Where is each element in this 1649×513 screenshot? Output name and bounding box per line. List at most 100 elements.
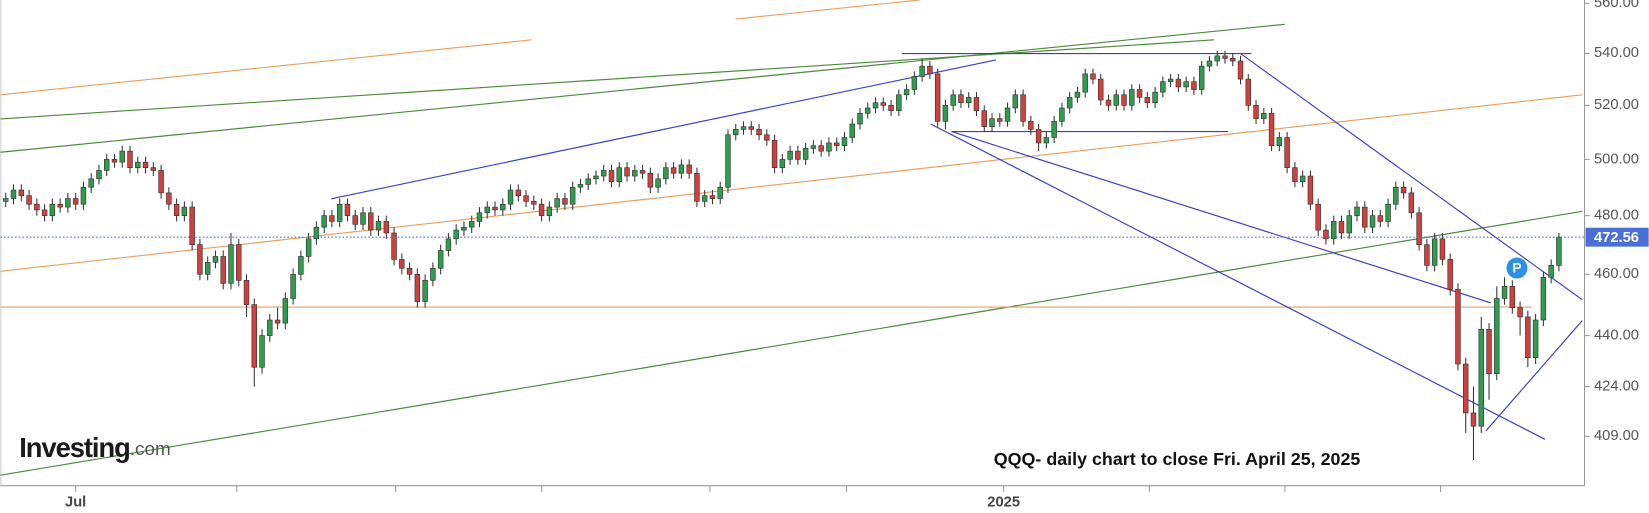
candle-body xyxy=(523,195,529,202)
candle-body xyxy=(1509,286,1516,308)
y-tick-label: 540.00 xyxy=(1594,45,1639,61)
candle-body xyxy=(1105,99,1112,106)
candle-body xyxy=(422,279,428,302)
trend-line xyxy=(930,123,1546,440)
candle-body xyxy=(1292,167,1298,182)
candle-body xyxy=(1191,81,1197,90)
trend-lines xyxy=(0,0,1583,476)
candle-body xyxy=(414,273,421,302)
candle-body xyxy=(717,186,723,199)
candle-body xyxy=(1338,221,1345,234)
candle-body xyxy=(748,126,755,130)
candle-body xyxy=(104,159,110,171)
candle-body xyxy=(857,112,863,125)
candle-body xyxy=(88,178,94,188)
y-tick-label: 424.00 xyxy=(1594,379,1639,395)
candle-body xyxy=(142,161,149,168)
candle-body xyxy=(72,198,79,205)
candle-body xyxy=(538,203,545,216)
candle-body xyxy=(577,184,584,188)
candle-body xyxy=(437,250,444,269)
trend-line xyxy=(0,94,1583,272)
candle-body xyxy=(1362,206,1368,228)
candle-body xyxy=(849,123,855,138)
candle-body xyxy=(1315,203,1321,231)
candle-body xyxy=(127,150,133,168)
candle-body xyxy=(1113,94,1119,106)
candle-body xyxy=(453,229,459,240)
candle-body xyxy=(1004,107,1011,122)
candle-body xyxy=(911,76,918,90)
candle-body xyxy=(818,145,824,152)
x-tick-label: 2025 xyxy=(987,494,1020,510)
y-tick-label: 560.00 xyxy=(1594,0,1639,11)
candle-body xyxy=(1152,91,1158,104)
candle-body xyxy=(1299,175,1306,182)
candle-body xyxy=(1175,78,1182,88)
candle-body xyxy=(1253,105,1259,119)
candle-body xyxy=(1532,319,1539,358)
candle-body xyxy=(158,170,164,194)
candle-body xyxy=(1284,137,1290,168)
candle-body xyxy=(554,198,560,208)
candle-body xyxy=(1330,221,1337,240)
candle-body xyxy=(1020,94,1026,122)
candle-body xyxy=(243,279,250,305)
candle-body xyxy=(1307,175,1314,205)
candle-body xyxy=(515,189,522,197)
candle-body xyxy=(1276,137,1283,146)
candle-body xyxy=(663,167,669,180)
candle-body xyxy=(841,137,848,146)
candle-body xyxy=(344,203,351,216)
candle-body xyxy=(1517,307,1523,318)
candle-body xyxy=(166,192,172,205)
candle-body xyxy=(1028,121,1034,130)
candle-body xyxy=(1222,55,1228,59)
candle-body xyxy=(41,209,48,216)
marker-label: P xyxy=(1512,261,1521,276)
marker xyxy=(1506,257,1528,279)
candle-body xyxy=(546,206,553,216)
candle-body xyxy=(1268,112,1275,146)
candle-body xyxy=(973,97,980,111)
trend-line xyxy=(735,0,920,20)
candle-body xyxy=(1494,298,1500,375)
candle-body xyxy=(1439,238,1446,260)
candle-body xyxy=(896,94,902,111)
candle-body xyxy=(500,203,506,211)
candle-body xyxy=(1501,286,1508,299)
candle-body xyxy=(771,139,778,168)
candle-body xyxy=(1082,73,1088,93)
candle-body xyxy=(1431,238,1438,266)
candle-body xyxy=(251,304,257,368)
candle-body xyxy=(601,170,607,177)
candle-body xyxy=(1556,236,1562,266)
candle-body xyxy=(10,189,17,199)
candle-body xyxy=(826,142,832,152)
candle-body xyxy=(1160,81,1166,93)
candle-body xyxy=(965,97,972,104)
month-ticks xyxy=(236,485,1442,492)
candle-body xyxy=(1408,192,1415,214)
candle-body xyxy=(430,268,436,281)
candle-body xyxy=(725,134,731,188)
candle-body xyxy=(740,126,747,130)
candle-body xyxy=(1198,65,1205,90)
y-tick-label: 480.00 xyxy=(1594,208,1639,224)
candle-body xyxy=(802,148,809,160)
candle-body xyxy=(733,129,739,136)
candle-body xyxy=(678,164,685,174)
candle-body xyxy=(406,268,413,275)
candle-body xyxy=(1074,91,1081,98)
candle-body xyxy=(391,232,397,260)
candle-body xyxy=(305,238,312,257)
candle-body xyxy=(336,203,343,222)
candle-body xyxy=(26,195,32,205)
candle-body xyxy=(1237,60,1244,80)
candle-body xyxy=(1354,206,1360,216)
candle-body xyxy=(569,186,576,205)
candle-body xyxy=(197,244,203,275)
candle-body xyxy=(888,105,894,111)
candle-body xyxy=(57,203,63,208)
